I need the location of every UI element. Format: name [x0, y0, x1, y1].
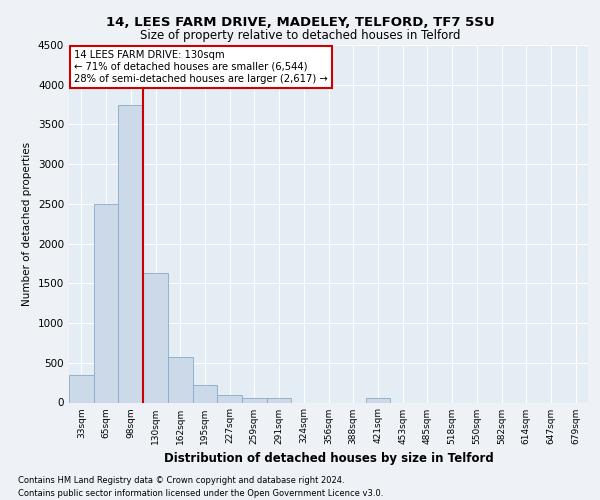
Y-axis label: Number of detached properties: Number of detached properties — [22, 142, 32, 306]
Bar — [143, 274, 168, 402]
Bar — [365, 398, 390, 402]
Text: 14, LEES FARM DRIVE, MADELEY, TELFORD, TF7 5SU: 14, LEES FARM DRIVE, MADELEY, TELFORD, T… — [106, 16, 494, 29]
Bar — [193, 384, 217, 402]
X-axis label: Distribution of detached houses by size in Telford: Distribution of detached houses by size … — [164, 452, 493, 465]
Text: Contains public sector information licensed under the Open Government Licence v3: Contains public sector information licen… — [18, 489, 383, 498]
Text: Contains HM Land Registry data © Crown copyright and database right 2024.: Contains HM Land Registry data © Crown c… — [18, 476, 344, 485]
Bar — [168, 357, 193, 403]
Bar — [118, 104, 143, 403]
Bar — [94, 204, 118, 402]
Bar — [69, 374, 94, 402]
Text: Size of property relative to detached houses in Telford: Size of property relative to detached ho… — [140, 29, 460, 42]
Bar — [242, 398, 267, 402]
Bar — [217, 394, 242, 402]
Text: 14 LEES FARM DRIVE: 130sqm
← 71% of detached houses are smaller (6,544)
28% of s: 14 LEES FARM DRIVE: 130sqm ← 71% of deta… — [74, 50, 328, 84]
Bar — [267, 398, 292, 402]
